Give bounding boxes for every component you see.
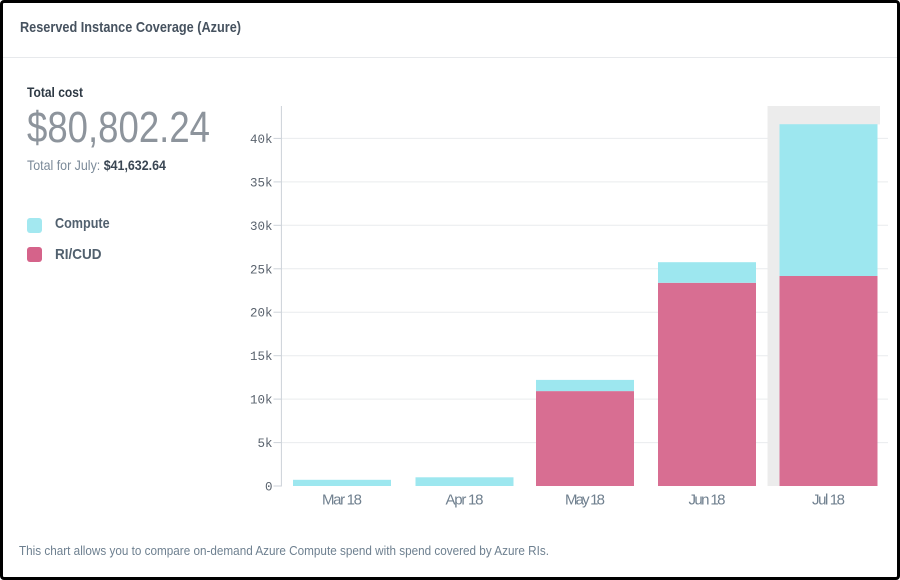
svg-text:35k: 35k — [250, 176, 273, 190]
svg-text:Jun 18: Jun 18 — [689, 492, 726, 509]
svg-text:Apr 18: Apr 18 — [446, 492, 484, 509]
svg-text:0: 0 — [265, 481, 273, 495]
svg-text:10k: 10k — [250, 394, 273, 408]
svg-text:5k: 5k — [257, 437, 272, 451]
svg-text:40k: 40k — [250, 133, 273, 147]
svg-text:15k: 15k — [250, 350, 273, 364]
svg-text:20k: 20k — [250, 307, 273, 321]
svg-text:Jul 18: Jul 18 — [812, 492, 845, 509]
svg-text:30k: 30k — [250, 220, 273, 234]
svg-text:May 18: May 18 — [565, 492, 605, 509]
svg-text:Mar 18: Mar 18 — [322, 492, 362, 509]
svg-text:25k: 25k — [250, 263, 273, 277]
